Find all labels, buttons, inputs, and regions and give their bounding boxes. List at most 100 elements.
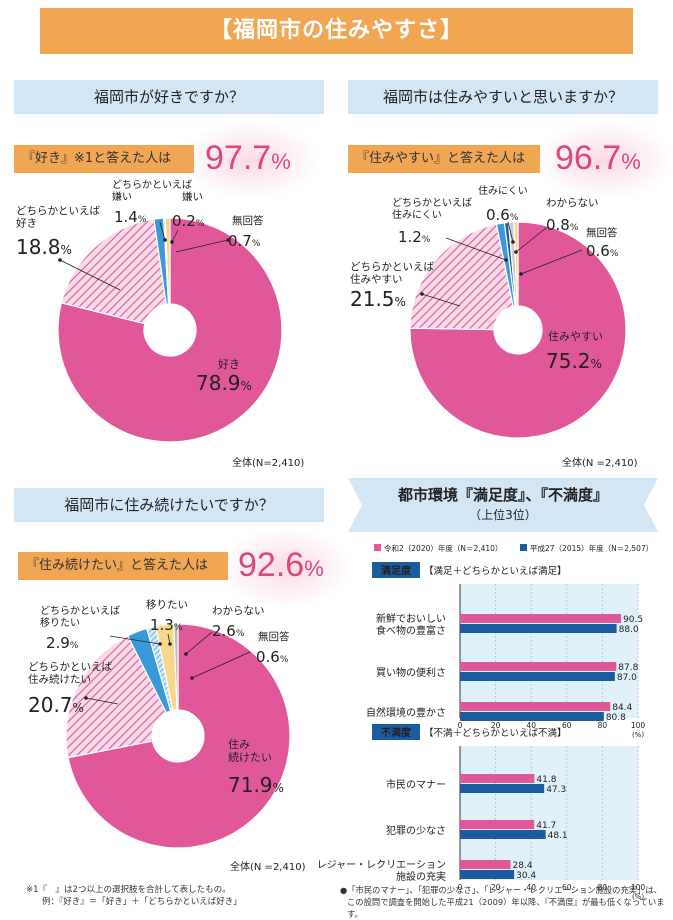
slice-label: 無回答 <box>232 214 264 227</box>
slice-label: 移りたい <box>146 598 188 611</box>
bar-value-label: 88.0 <box>619 625 639 635</box>
slice-label: 住みにくい <box>392 208 442 221</box>
leader-dot <box>168 642 172 646</box>
question-banner-livable: 福岡市は住みやすいと思いますか？ <box>348 80 658 114</box>
category-label: 施設の充実 <box>396 870 446 883</box>
main-title: 【福岡市の住みやすさ】 <box>40 8 633 54</box>
legend: 令和2（2020）年度（N＝2,410） 平成27（2015）年度（N＝2,507… <box>374 543 653 553</box>
slice-label: どちらかといえば <box>16 205 100 217</box>
tick-label: 0 <box>458 883 463 892</box>
bar-value-label: 87.0 <box>617 673 637 683</box>
slice-label: どちらかといえば <box>350 261 434 273</box>
tick-label: 60 <box>562 721 572 730</box>
slice-value: 1.2% <box>398 228 431 246</box>
leader-line <box>175 239 229 253</box>
category-label: レジャー・レクリエーション <box>317 859 446 871</box>
section-subtitle: 【満足＋どちらかといえば満足】 <box>424 566 567 577</box>
unit-label: (%) <box>632 893 644 901</box>
bar <box>460 624 617 633</box>
slice-label: 無回答 <box>258 630 290 643</box>
slice-value: 2.9% <box>46 634 79 652</box>
plot-area <box>460 746 638 880</box>
bar-value-label: 48.1 <box>548 831 568 841</box>
slice-value: 1.3% <box>150 616 183 634</box>
slice-label: 好き <box>16 218 37 230</box>
leader-dot <box>519 272 523 276</box>
answer-tag: 『好き』※1と答えた人は <box>14 145 194 173</box>
bar-value-label: 90.5 <box>623 615 643 625</box>
sample-size-note: 全体(N =2,410) <box>562 458 638 469</box>
category-label: 新鮮でおいしい <box>376 612 446 625</box>
bar-value-label: 41.8 <box>536 775 556 785</box>
leader-dot <box>158 642 162 646</box>
plot-area <box>460 584 638 718</box>
leader-line <box>520 249 583 275</box>
leader-dot <box>190 676 194 680</box>
tick-label: 20 <box>491 883 501 892</box>
tick-label: 100 <box>631 721 646 730</box>
bar <box>460 662 617 671</box>
tick-label: 0 <box>458 721 463 730</box>
bar-value-label: 30.4 <box>516 871 536 881</box>
slice-label: どちらかといえば <box>392 197 472 209</box>
highlight-glow <box>218 528 353 608</box>
sample-size-note: 全体(N=2,410) <box>232 458 305 469</box>
leader-line <box>507 221 514 243</box>
bar <box>460 860 511 869</box>
answer-value: 97.7 <box>205 139 272 177</box>
bar-value-label: 87.8 <box>618 663 638 673</box>
slice-value: 0.6% <box>586 242 619 260</box>
bar-value-label: 41.7 <box>536 821 556 831</box>
slice-value: 21.5% <box>350 287 406 311</box>
leader-dot <box>504 258 508 262</box>
slice-label: どちらかといえば <box>40 605 120 617</box>
bar-value-label: 28.4 <box>513 861 533 871</box>
category-label: 食べ物の豊富さ <box>376 624 446 637</box>
leader-dot <box>184 652 188 656</box>
category-label: 自然環境の豊かさ <box>366 706 446 719</box>
highlight-glow <box>535 120 673 200</box>
slice-value: 0.7% <box>228 232 261 250</box>
leader-line <box>185 631 213 655</box>
slice-label: わからない <box>546 197 599 209</box>
slice-value: 2.6% <box>212 622 245 640</box>
section-title: 不満度 <box>381 726 412 739</box>
leader-line <box>171 229 179 243</box>
bar <box>460 672 615 681</box>
pie-chart-like: 好き78.9%どちらかといえば好き18.8%どちらかといえば嫌い1.4%嫌い0.… <box>16 179 283 443</box>
slice-label: わからない <box>212 605 265 617</box>
footnote: ※1『 』は2つ以上の選択肢を合計して表したもの。 例：『好き』＝「好き」＋「ど… <box>26 884 326 908</box>
tick-label: 80 <box>598 883 608 892</box>
slice-value: 1.4% <box>114 208 147 226</box>
leader-line <box>85 697 119 705</box>
category-label: 買い物の便利さ <box>376 666 446 679</box>
bar <box>460 614 622 623</box>
slice-value: 0.6% <box>486 206 519 224</box>
answer-unit: % <box>621 149 641 174</box>
section-title: 満足度 <box>381 564 412 577</box>
slice-label: 移りたい <box>40 616 80 629</box>
leader-line <box>421 293 461 307</box>
city-footnote-line: この設問で調査を開始した平成21（2009）年以降、『不満度』が最も低くなってい… <box>347 897 665 919</box>
slice-label: どちらかといえば <box>112 179 192 191</box>
tick-label: 40 <box>526 721 536 730</box>
city-subtitle: （上位3位） <box>469 508 537 522</box>
legend-swatch <box>520 544 527 551</box>
answer-tag: 『住みやすい』と答えた人は <box>348 145 540 173</box>
tick-label: 80 <box>598 721 608 730</box>
category-label: 犯罪の少なさ <box>386 825 446 837</box>
answer-tag: 『住み続けたい』と答えた人は <box>18 552 228 580</box>
tick-label: 100 <box>631 883 646 892</box>
bar-section: 不満度 【不満＋どちらかといえば不満】0 20 40 60 80 100(%)市民のマナー 4… <box>317 724 646 901</box>
leader-dot <box>226 238 230 242</box>
slice-label: 好き <box>218 357 240 371</box>
city-footnote: ●「市民のマナー」、「犯罪の少なさ」、「レジャー・レクリエーション施設の充実」は… <box>340 884 670 920</box>
answer-unit: % <box>271 149 291 174</box>
leader-line <box>515 227 547 253</box>
slice-label: 住み続けたい <box>28 673 91 686</box>
city-footnote-line: ●「市民のマナー」、「犯罪の少なさ」、「レジャー・レクリエーション施設の充実」は… <box>340 885 662 895</box>
leader-line <box>191 651 251 679</box>
donut-hole <box>494 306 542 354</box>
city-banner-shape <box>348 478 658 532</box>
